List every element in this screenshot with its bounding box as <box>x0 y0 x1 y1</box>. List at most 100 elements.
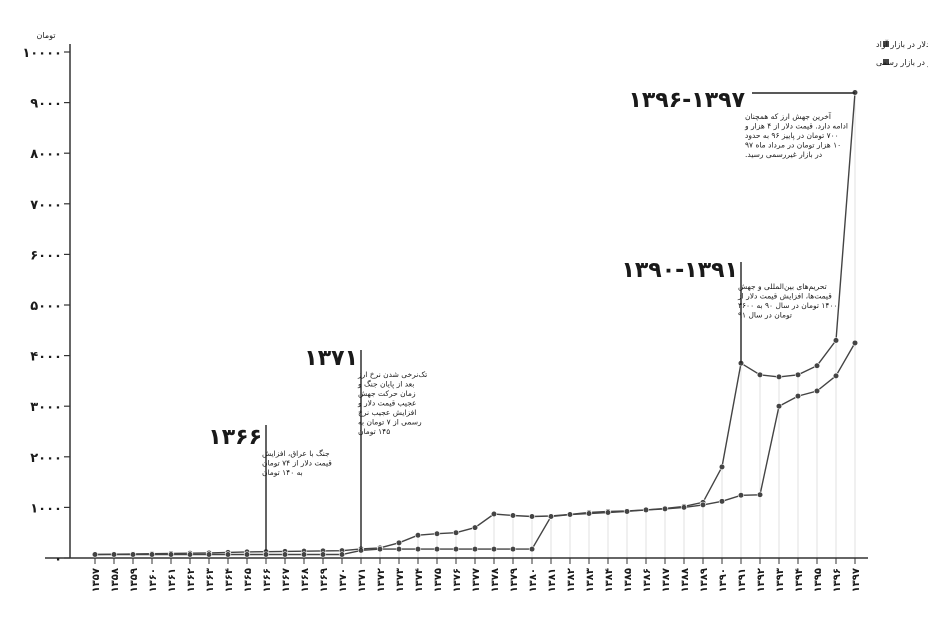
series-1-point <box>832 337 840 344</box>
series-2-point <box>300 551 308 558</box>
x-tick-label: ۱۳۷۶ <box>452 568 463 592</box>
y-tick-label: ۹۰۰۰ <box>30 97 62 112</box>
x-tick-label: ۱۳۸۳ <box>585 568 596 592</box>
x-tick-label: ۱۳۷۲ <box>376 568 387 592</box>
x-tick-label: ۱۳۶۹ <box>319 568 330 592</box>
x-tick-label: ۱۳۹۴ <box>794 568 805 592</box>
x-tick-label: ۱۳۶۶ <box>262 568 273 592</box>
x-tick-label: ۱۳۸۸ <box>680 568 691 592</box>
annotation-text-line: ادامه دارد. قیمت دلار از ۴ هزار و <box>744 122 848 131</box>
x-tick-label: ۱۳۷۴ <box>414 568 425 592</box>
annotation-text-line: رسمی از ۷ تومان به <box>358 418 422 427</box>
x-tick-label: ۱۳۸۷ <box>661 568 672 592</box>
series-2-point <box>737 492 745 499</box>
x-tick-label: ۱۳۹۰ <box>718 568 729 592</box>
y-tick-label: ۱۰۰۰۰ <box>22 46 62 61</box>
y-tick-label: ۵۰۰۰ <box>30 299 62 314</box>
x-tick-label: ۱۳۷۳ <box>395 568 406 592</box>
x-tick-label: ۱۳۷۹ <box>509 568 520 592</box>
x-tick-label: ۱۳۹۱ <box>737 568 748 592</box>
annotation-title: ۱۳۹۶-۱۳۹۷ <box>628 88 745 113</box>
series-2-point <box>167 551 175 558</box>
x-tick-label: ۱۳۹۳ <box>775 568 786 592</box>
y-tick-label: ۴۰۰۰ <box>30 350 62 365</box>
series-1-point <box>775 373 783 380</box>
series-1-point <box>756 371 764 378</box>
series-2-point <box>680 504 688 511</box>
y-axis-ticks: ۱۰۰۰۰۹۰۰۰۸۰۰۰۷۰۰۰۶۰۰۰۵۰۰۰۴۰۰۰۳۰۰۰۲۰۰۰۱۰۰… <box>22 46 70 567</box>
series-1-point <box>509 512 517 519</box>
series-1-point <box>433 530 441 537</box>
series-2-point <box>585 510 593 517</box>
annotation-text-line: آخرین جهش ارز که همچنان <box>745 111 832 121</box>
annotation-text-line: تحریم‌های بین‌المللی و جهش <box>738 282 827 291</box>
series-2-point <box>547 513 555 520</box>
x-tick-label: ۱۳۵۸ <box>110 568 121 592</box>
legend-swatch <box>883 59 889 65</box>
series-2-point <box>243 551 251 558</box>
series-2-point <box>281 551 289 558</box>
annotation-text-line: ۱۴۰۰ تومان در سال ۹۰ به ۳۶۰۰ <box>738 301 838 310</box>
y-tick-label: ۸۰۰۰ <box>30 147 62 162</box>
x-tick-label: ۱۳۸۵ <box>623 568 634 592</box>
series-2-point <box>205 551 213 558</box>
series-1-point <box>490 510 498 518</box>
series-2-point <box>642 506 650 514</box>
series-group <box>91 89 859 558</box>
x-tick-label: ۱۳۷۰ <box>338 568 349 592</box>
x-tick-label: ۱۳۹۶ <box>832 568 843 592</box>
annotation-text-line: جنگ با عراق، افزایش <box>262 449 330 458</box>
series-2-point <box>414 546 422 553</box>
series-2-point <box>224 551 232 558</box>
series-2-point <box>661 505 669 513</box>
x-tick-label: ۱۳۹۲ <box>756 568 767 592</box>
series-1-point <box>794 371 802 378</box>
x-tick-label: ۱۳۸۰ <box>528 568 539 592</box>
annotation-text-line: بعد از پایان جنگ و <box>357 380 414 389</box>
x-tick-label: ۱۳۷۵ <box>433 568 444 592</box>
x-tick-label: ۱۳۶۳ <box>205 568 216 592</box>
annotation-text-line: زمان حرکت جهش <box>358 389 416 398</box>
series-2-point <box>395 546 403 553</box>
x-tick-label: ۱۳۹۷ <box>851 568 862 592</box>
x-tick-label: ۱۳۵۷ <box>91 568 102 592</box>
series-1-point <box>528 513 536 520</box>
y-tick-label: ۶۰۰۰ <box>30 248 62 263</box>
y-tick-label: ۱۰۰۰ <box>30 501 62 516</box>
series-2-point <box>718 498 726 505</box>
y-tick-label: ۷۰۰۰ <box>30 198 62 213</box>
series-2-point <box>452 546 460 553</box>
x-tick-label: ۱۳۷۸ <box>490 568 501 592</box>
annotation-text-line: به ۱۴۰ تومان <box>262 468 303 477</box>
annotation-text-line: در بازار غیررسمی رسید. <box>745 150 822 159</box>
series-2-point <box>262 551 270 558</box>
series-2-point <box>699 501 707 508</box>
x-tick-label: ۱۳۷۷ <box>471 568 482 592</box>
x-tick-label: ۱۳۶۰ <box>148 568 159 592</box>
legend-swatch <box>883 41 889 47</box>
annotation-text-line: ۱۰ هزار تومان در مرداد ماه ۹۷ <box>745 141 841 150</box>
x-tick-label: ۱۳۸۹ <box>699 568 710 592</box>
x-tick-label: ۱۳۵۹ <box>129 568 140 592</box>
annotation-text-line: تک‌نرخی شدن نرخ ارز <box>357 370 427 379</box>
annotation-text-line: عجیب قیمت دلار و <box>357 399 417 408</box>
y-tick-label: ۰ <box>54 552 62 567</box>
series-2-point <box>528 546 536 553</box>
y-tick-label: ۲۰۰۰ <box>30 451 62 466</box>
series-1-point <box>414 532 422 539</box>
series-1-point <box>718 463 726 471</box>
series-2-point <box>604 509 612 516</box>
series-2-point <box>110 551 118 558</box>
series-2-point <box>490 546 498 553</box>
legend: روند قیمت دلار در بازار آزاد روند قیمت دل… <box>876 39 928 67</box>
x-tick-label: ۱۳۶۲ <box>186 568 197 592</box>
x-tick-label: ۱۳۸۶ <box>642 568 653 592</box>
annotation-title: ۱۳۷۱ <box>304 346 358 371</box>
series-2-point <box>756 491 764 498</box>
series-2-point <box>813 387 821 395</box>
annotation-title: ۱۳۹۰-۱۳۹۱ <box>621 258 738 283</box>
